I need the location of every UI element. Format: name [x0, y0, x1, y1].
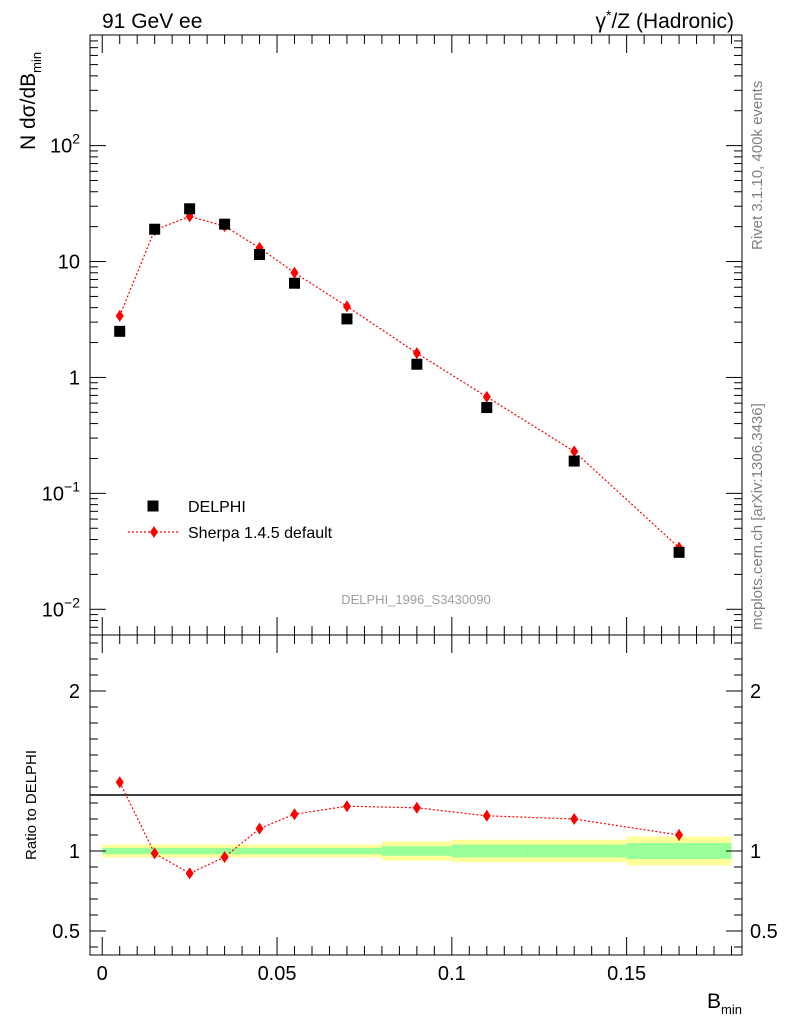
ratio-panel: 0.5 0.51 12 2 0 0.05 0.1 0.15 Ratio to DELPHI … [23, 634, 778, 1017]
main-y-tick-label: 10−2 [42, 594, 80, 621]
sherpa-ratio-point [290, 808, 299, 821]
sherpa-main-point [290, 266, 299, 279]
ratio-y-tick-label-left: 0.5 [52, 921, 80, 943]
ratio-x-ticks: 0 0.05 0.1 0.15 [97, 635, 733, 985]
legend-sherpa-label: Sherpa 1.4.5 default [188, 525, 333, 542]
delphi-main-point [254, 248, 266, 260]
main-y-tick-base: 1 [69, 367, 80, 389]
main-x-ticks [101, 35, 733, 635]
mcplots-label: mcplots.cern.ch [arXiv:1306.3436] [749, 403, 766, 630]
main-y-tick-label: 10 [58, 252, 80, 274]
ratio-x-tick-label: 0.05 [258, 963, 297, 985]
ratio-y-tick-label-right: 0.5 [750, 921, 778, 943]
legend-sherpa-marker [150, 526, 158, 538]
right-title-sup: * [606, 7, 612, 23]
ratio-y-label: Ratio to DELPHI [23, 750, 40, 860]
sherpa-main-point [482, 390, 491, 403]
watermark: DELPHI_1996_S3430090 [341, 592, 491, 607]
ratio-frame [89, 634, 743, 956]
ratio-y-tick-label-left: 1 [69, 841, 80, 863]
main-y-tick-label: 10−1 [42, 478, 80, 505]
main-y-tick-label: 102 [50, 131, 80, 158]
main-y-tick-base: 10 [50, 136, 72, 158]
x-axis-label: Bmin [707, 990, 742, 1017]
ratio-y-tick-label-right: 1 [750, 841, 761, 863]
sherpa-main-point [342, 300, 351, 313]
ratio-y-tick-label-right: 2 [750, 681, 761, 703]
sherpa-ratio-point [570, 813, 579, 825]
ratio-x-tick-label: 0.15 [607, 963, 646, 985]
main-y-label-text: N dσ/dB [17, 73, 40, 150]
ratio-x-tick-label: 0 [97, 963, 108, 985]
sherpa-main-point [115, 309, 124, 322]
sherpa-ratio-point [482, 809, 491, 822]
main-y-tick-exp: 2 [72, 131, 80, 147]
x-axis-label-text: B [707, 990, 721, 1013]
ratio-band-green [626, 843, 732, 859]
legend-delphi-label: DELPHI [188, 499, 246, 516]
sherpa-ratio-point [185, 867, 194, 880]
main-y-tick-base: 10 [42, 599, 64, 621]
sherpa-ratio-point [220, 851, 229, 864]
x-axis-label-sub: min [721, 1002, 742, 1017]
main-y-label-sub: min [29, 52, 44, 73]
main-y-label: N dσ/dBmin [17, 52, 44, 150]
sherpa-main-point [412, 347, 421, 360]
ratio-bands [102, 836, 732, 866]
rivet-label: Rivet 3.1.10, 400k events [749, 81, 766, 250]
sherpa-ratio-point [150, 847, 159, 860]
sherpa-ratio-point [115, 776, 124, 789]
delphi-main-point [289, 277, 301, 289]
sherpa-main-line [119, 215, 680, 549]
delphi-main-point [411, 358, 423, 370]
sherpa-ratio-point [255, 822, 264, 835]
right-title: γ*/Z (Hadronic) [596, 7, 734, 33]
main-y-tick-exp: −2 [64, 594, 80, 610]
main-y-tick-exp: −1 [64, 478, 80, 494]
sherpa-ratio-point [675, 829, 684, 841]
main-y-tick-base: 10 [42, 483, 64, 505]
delphi-main-point [219, 218, 231, 230]
main-y-tick-label: 1 [69, 367, 80, 389]
sherpa-ratio-point [342, 800, 351, 813]
right-title-suffix: /Z (Hadronic) [611, 10, 734, 33]
delphi-main-point [673, 546, 685, 558]
legend-delphi-marker [147, 500, 159, 512]
delphi-main-point [341, 313, 353, 325]
ratio-x-tick-label: 0.1 [438, 963, 466, 985]
right-title-prefix: γ [596, 10, 607, 33]
legend: DELPHI Sherpa 1.4.5 default [128, 499, 333, 542]
ratio-band-green [102, 847, 382, 855]
ratio-band-green [521, 844, 627, 858]
delphi-main-point [481, 402, 493, 414]
sherpa-ratio-point [412, 801, 421, 814]
left-title: 91 GeV ee [102, 10, 202, 33]
sherpa-main-point [570, 445, 579, 458]
ratio-band-green [451, 844, 522, 858]
ratio-y-tick-label-left: 2 [69, 681, 80, 703]
delphi-main-point [568, 455, 580, 467]
delphi-main-point [114, 325, 126, 337]
delphi-main-point [184, 203, 196, 215]
delphi-main-series [114, 203, 685, 558]
ratio-band-green [381, 846, 452, 856]
sherpa-ratio-series [115, 776, 684, 880]
ratio-y-ticks: 0.5 0.5 1 1 2 2 [52, 642, 778, 948]
delphi-main-point [149, 223, 161, 235]
main-frame [89, 34, 743, 636]
main-y-tick-base: 10 [58, 252, 80, 274]
